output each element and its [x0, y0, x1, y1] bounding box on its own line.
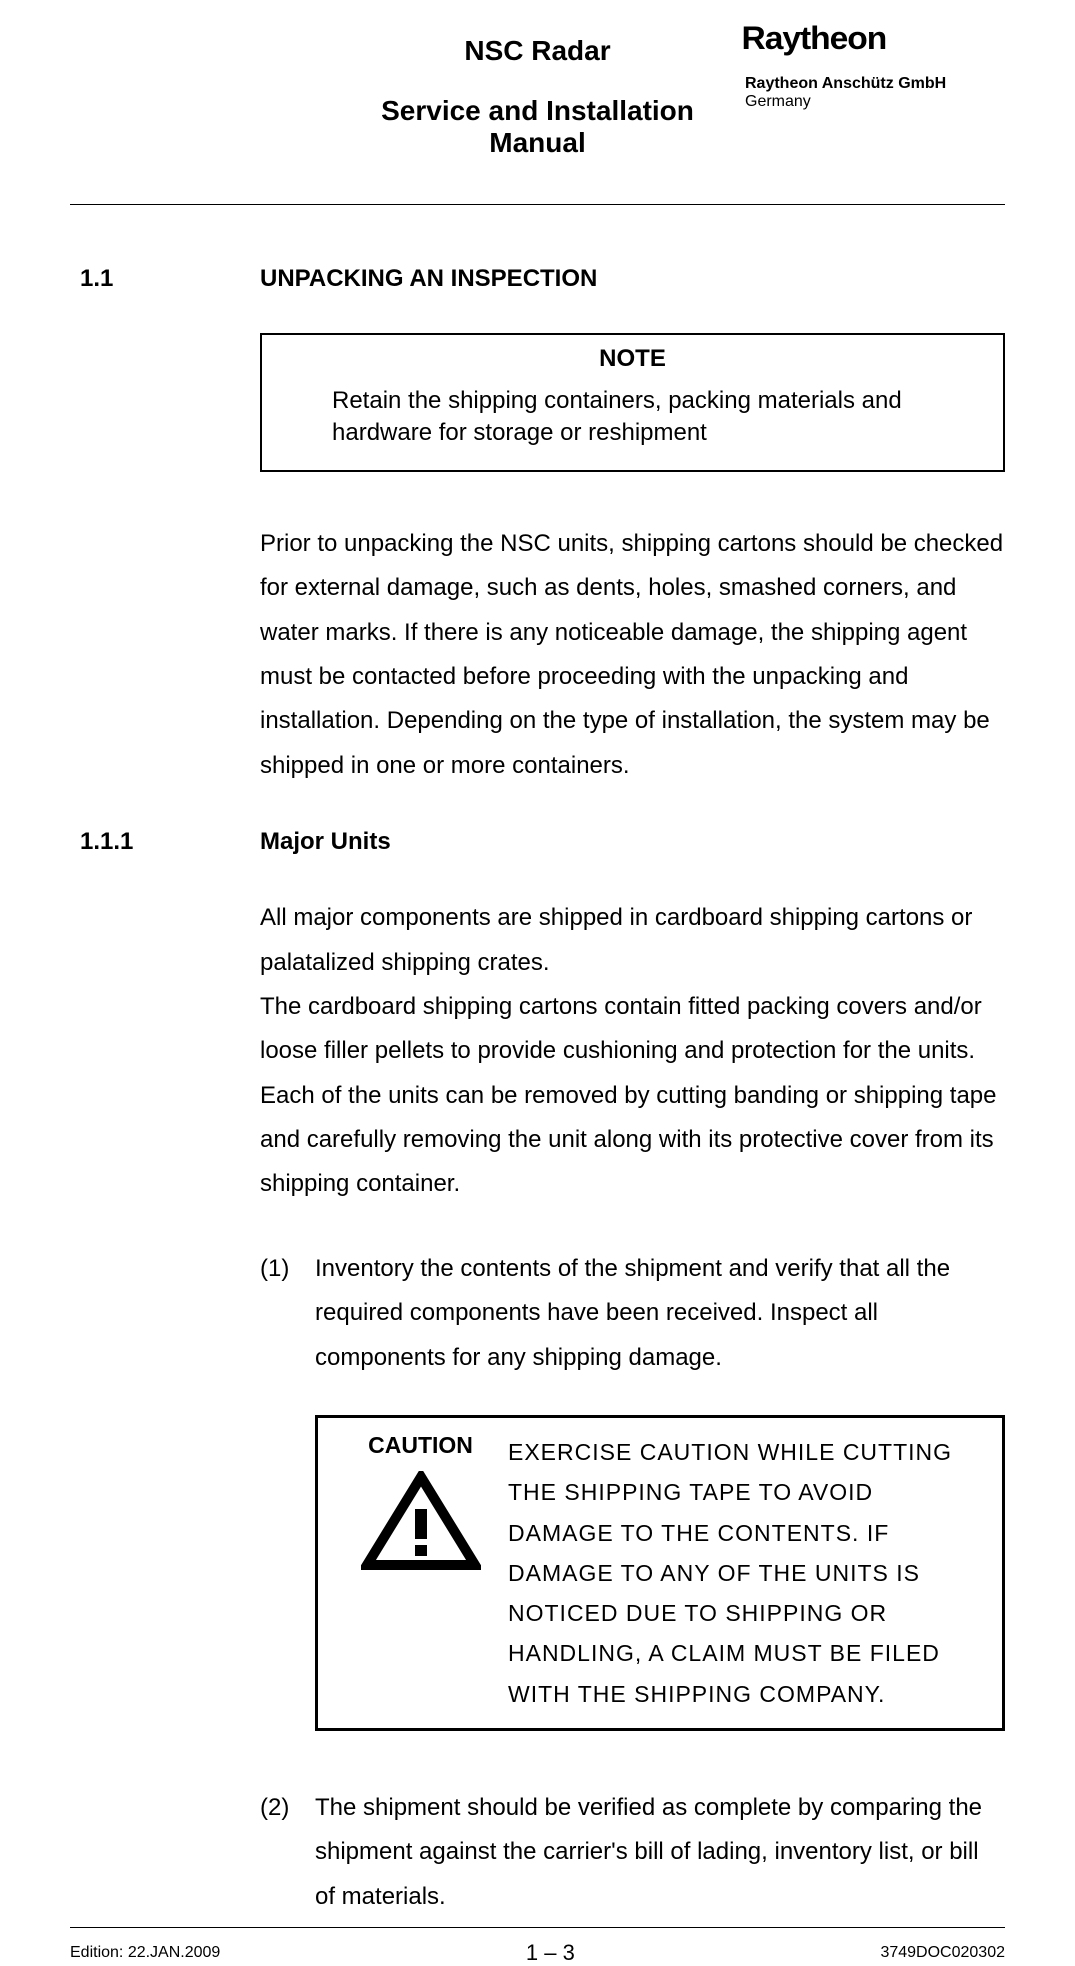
- header-rule: [70, 204, 1005, 205]
- warning-triangle-icon: [343, 1471, 498, 1576]
- section-1-1-body: NOTE Retain the shipping containers, pac…: [260, 333, 1005, 788]
- section-heading: Major Units: [260, 828, 391, 856]
- company-name: Raytheon Anschütz GmbH: [745, 75, 1005, 93]
- content: 1.1 UNPACKING AN INSPECTION NOTE Retain …: [70, 265, 1005, 1919]
- page-header: NSC Radar Service and Installation Manua…: [70, 20, 1005, 159]
- company-location: Germany: [745, 93, 1005, 111]
- caution-left: CAUTION: [343, 1432, 498, 1714]
- list-item-text: Inventory the contents of the shipment a…: [315, 1247, 1005, 1380]
- note-body: Retain the shipping containers, packing …: [292, 385, 973, 450]
- header-center: NSC Radar Service and Installation Manua…: [330, 20, 745, 159]
- list-item-number: (1): [260, 1247, 315, 1380]
- section-heading: UNPACKING AN INSPECTION: [260, 265, 597, 293]
- section-1-1: 1.1 UNPACKING AN INSPECTION: [70, 265, 1005, 293]
- document-title-2: Service and Installation Manual: [330, 95, 745, 159]
- footer-page-number: 1 – 3: [526, 1940, 575, 1966]
- footer-rule: [70, 1927, 1005, 1928]
- paragraph-1: Prior to unpacking the NSC units, shippi…: [260, 522, 1005, 788]
- footer-edition: Edition: 22.JAN.2009: [70, 1944, 220, 1962]
- caution-text: EXERCISE CAUTION WHILE CUTTING THE SHIPP…: [498, 1432, 982, 1714]
- section-1-1-1: 1.1.1 Major Units: [70, 828, 1005, 856]
- list-item-text: The shipment should be verified as compl…: [315, 1786, 1005, 1919]
- section-1-1-1-body: All major components are shipped in card…: [260, 896, 1005, 1919]
- document-title-1: NSC Radar: [330, 35, 745, 67]
- list-item-1: (1) Inventory the contents of the shipme…: [260, 1247, 1005, 1380]
- caution-box: CAUTION EXERCISE CAUTION WHILE CUTTING T…: [315, 1415, 1005, 1731]
- note-title: NOTE: [292, 345, 973, 373]
- caution-label: CAUTION: [343, 1432, 498, 1459]
- list-item-2: (2) The shipment should be verified as c…: [260, 1786, 1005, 1919]
- footer-doc-id: 3749DOC020302: [880, 1944, 1005, 1962]
- header-right: Raytheon Raytheon Anschütz GmbH Germany: [745, 20, 1005, 111]
- section-number: 1.1: [70, 265, 260, 293]
- paragraph-2b: The cardboard shipping cartons contain f…: [260, 985, 1005, 1207]
- page-footer: Edition: 22.JAN.2009 1 – 3 3749DOC020302: [70, 1940, 1005, 1966]
- paragraph-2a: All major components are shipped in card…: [260, 896, 1005, 985]
- note-box: NOTE Retain the shipping containers, pac…: [260, 333, 1005, 472]
- company-logo: Raytheon: [742, 20, 887, 57]
- section-number: 1.1.1: [70, 828, 260, 856]
- page: NSC Radar Service and Installation Manua…: [0, 0, 1075, 1632]
- list-item-number: (2): [260, 1786, 315, 1919]
